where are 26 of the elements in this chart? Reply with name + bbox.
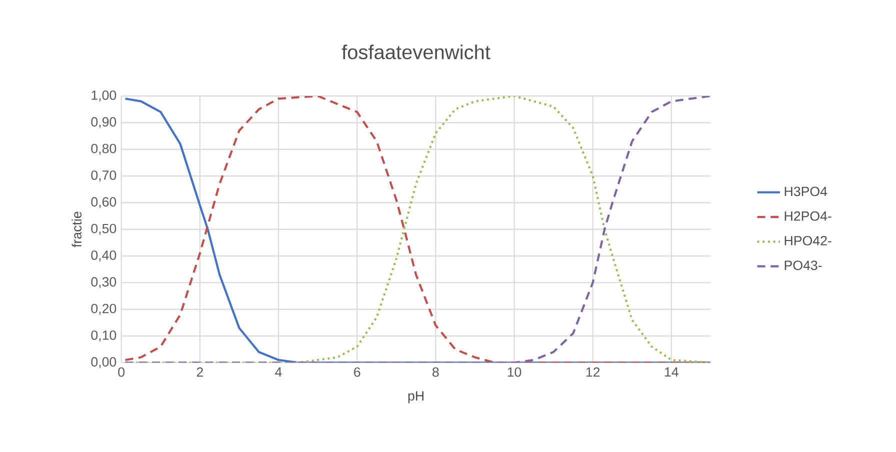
legend-label: H3PO4 — [784, 186, 828, 196]
x-tick-label: 8 — [432, 367, 439, 377]
y-tick-label: 0,30 — [91, 277, 116, 288]
y-tick-label: 0,50 — [91, 224, 116, 235]
y-tick-label: 0,00 — [91, 357, 116, 368]
x-tick-label: 2 — [196, 367, 203, 377]
y-tick-label: 1,00 — [92, 90, 116, 102]
x-tick-label: 6 — [354, 367, 360, 377]
y-tick-label: 0,10 — [91, 330, 116, 342]
y-tick-label: 0,40 — [91, 250, 116, 262]
x-tick-label: 14 — [664, 367, 678, 377]
y-tick-label: 0,90 — [91, 117, 116, 128]
y-tick-label: 0,20 — [91, 304, 116, 315]
legend-label: HPO42- — [784, 236, 832, 246]
chart-title: fosfaatevenwicht — [342, 44, 490, 60]
y-tick-label: 0,60 — [91, 197, 116, 208]
legend-label: H2PO4- — [784, 211, 832, 221]
x-axis-title: pH — [408, 391, 424, 404]
legend-label: PO43- — [784, 260, 822, 270]
y-tick-label: 0,70 — [91, 170, 116, 182]
x-tick-label: 10 — [508, 367, 522, 377]
x-tick-label: 0 — [118, 367, 125, 377]
y-axis-title: fractie — [72, 212, 82, 248]
x-tick-label: 4 — [275, 367, 282, 377]
x-tick-label: 12 — [586, 367, 600, 377]
y-tick-label: 0,80 — [91, 144, 116, 155]
